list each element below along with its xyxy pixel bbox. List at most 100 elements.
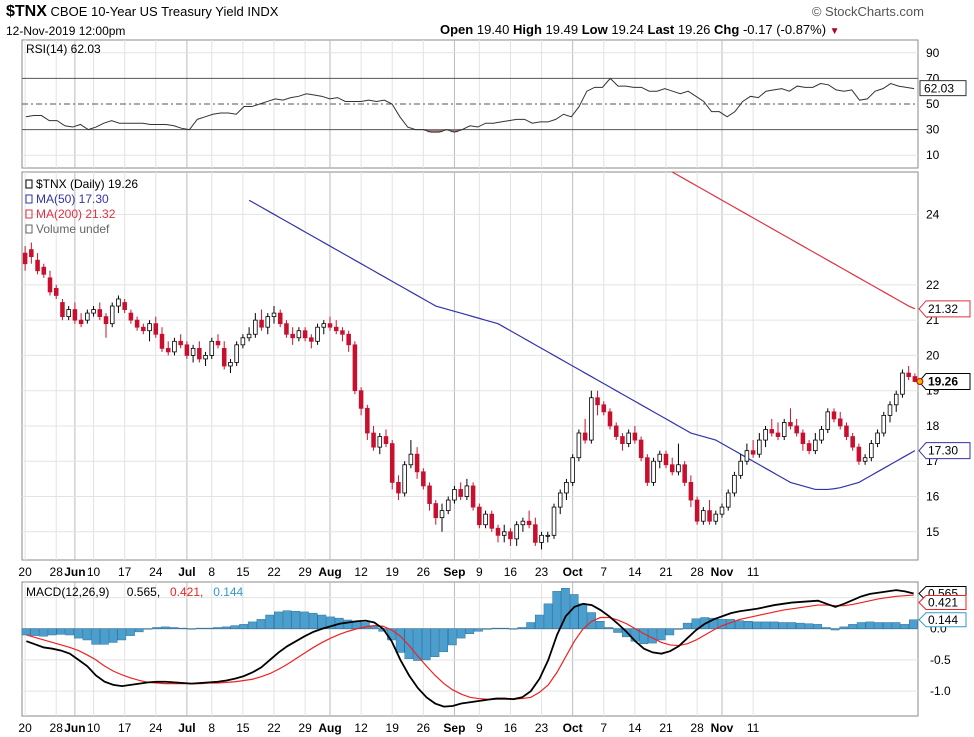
price-candle — [893, 390, 899, 412]
macd-histogram-bar — [665, 628, 675, 636]
macd-histogram-bar — [300, 611, 309, 629]
price-candle — [651, 457, 656, 486]
price-candle — [358, 387, 364, 416]
price-candle — [663, 450, 669, 469]
candle-body — [78, 319, 84, 325]
security-name: CBOE 10-Year US Treasury Yield — [50, 4, 244, 19]
candle-body — [203, 355, 208, 360]
price-candle — [29, 242, 34, 264]
candle-body — [228, 362, 233, 367]
candle-body — [414, 453, 420, 473]
candle-body — [626, 432, 631, 445]
candle-body — [66, 309, 71, 318]
price-candle — [763, 425, 768, 448]
candle-body — [29, 249, 34, 258]
macd-histogram-bar — [274, 611, 283, 629]
macd-histogram-bar — [674, 628, 683, 630]
price-candle — [290, 327, 295, 345]
chg-label: Chg — [714, 22, 740, 37]
legend-swatch — [25, 194, 33, 204]
candle-body — [41, 266, 47, 275]
candle-body — [545, 534, 551, 537]
candle-body — [750, 450, 756, 455]
macd-histogram-bar — [474, 628, 483, 632]
price-candle — [514, 521, 519, 546]
price-candle — [595, 390, 600, 416]
macd-histogram-bar — [613, 628, 622, 633]
candle-body — [557, 492, 563, 508]
candle-body — [738, 460, 743, 476]
candle-body — [259, 319, 264, 328]
candle-body — [427, 485, 432, 504]
price-candle — [47, 270, 53, 296]
price-candle — [377, 433, 383, 455]
price-x-label: 8 — [208, 565, 215, 579]
macd-histogram-bar — [195, 627, 205, 629]
price-x-label: 19 — [386, 565, 400, 579]
price-candle — [35, 253, 40, 275]
macd-histogram-bar — [221, 626, 231, 629]
price-candle — [215, 334, 221, 349]
open-value: 19.40 — [476, 22, 510, 37]
candle-body — [676, 464, 681, 473]
macd-histogram-bar — [430, 628, 440, 658]
candle-body — [147, 323, 152, 332]
candle-body — [346, 333, 351, 346]
candle-body — [315, 326, 320, 342]
candle-body — [53, 287, 59, 296]
macd-histogram-bar — [247, 621, 257, 629]
price-candle — [638, 436, 644, 462]
price-candle — [533, 517, 538, 546]
price-candle — [234, 341, 239, 366]
macd-label-text: 0.421 — [928, 596, 958, 610]
price-candle — [582, 418, 588, 444]
price-x-label: 11 — [747, 565, 760, 579]
macd-legend-entry: 0.421, — [170, 585, 203, 599]
macd-histogram-bar — [743, 621, 753, 629]
price-candle — [246, 327, 252, 342]
price-candle — [570, 454, 575, 486]
candle-body — [613, 425, 619, 437]
low-value: 19.24 — [611, 22, 644, 37]
price-candle — [495, 524, 501, 543]
macd-histogram-bar — [230, 625, 240, 629]
price-candle — [178, 334, 183, 349]
brand-watermark: © StockCharts.com — [811, 4, 924, 19]
price-candle — [122, 298, 127, 314]
price-x-label: Sep — [443, 565, 465, 579]
candle-body — [875, 432, 880, 445]
candle-body — [514, 524, 519, 540]
rsi-tick-label: 50 — [926, 97, 940, 111]
price-candle — [564, 478, 569, 501]
price-candle — [489, 510, 495, 532]
price-candle — [165, 341, 171, 356]
macd-x-label: 17 — [118, 721, 132, 735]
last-value: 19.26 — [677, 22, 711, 37]
price-candle — [203, 351, 208, 366]
macd-x-label: 12 — [354, 721, 368, 735]
price-candle — [831, 408, 837, 423]
candle-body — [881, 414, 887, 434]
candle-body — [707, 510, 712, 522]
macd-histogram-bar — [169, 627, 179, 629]
macd-histogram-bar — [604, 627, 614, 629]
exchange: INDX — [247, 4, 279, 19]
high-label: High — [513, 22, 542, 37]
candle-body — [582, 432, 588, 441]
macd-legend-entry: 0.144 — [213, 585, 243, 599]
candle-body — [620, 436, 625, 444]
macd-histogram-bar — [813, 624, 823, 629]
candle-body — [725, 492, 731, 508]
price-candle — [197, 341, 202, 363]
price-candle — [856, 443, 862, 465]
price-candle — [775, 422, 781, 441]
macd-legend-entry: 0.565, — [127, 585, 160, 599]
macd-x-label: 22 — [267, 721, 281, 735]
macd-histogram-bar — [395, 628, 405, 653]
price-candle — [327, 316, 333, 331]
price-x-label: 9 — [476, 565, 483, 579]
candle-body — [165, 347, 171, 353]
macd-histogram-bar — [848, 624, 857, 629]
price-candle — [221, 341, 227, 370]
